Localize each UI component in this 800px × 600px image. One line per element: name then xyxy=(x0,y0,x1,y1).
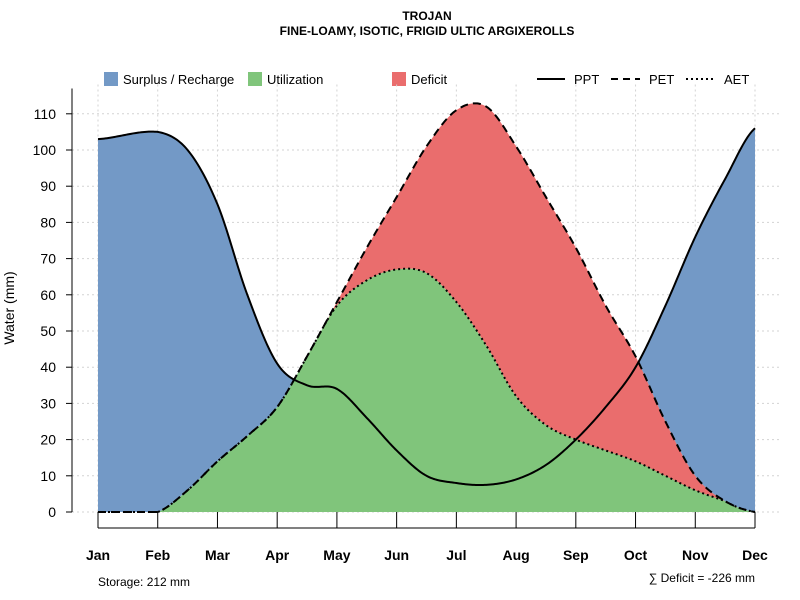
y-tick-label: 90 xyxy=(40,178,56,194)
y-tick-label: 100 xyxy=(33,142,57,158)
x-tick-label-jan: Jan xyxy=(86,547,110,563)
legend-label-ppt: PPT xyxy=(574,72,599,87)
deficit-area xyxy=(98,103,755,512)
deficit-note: ∑ Deficit = -226 mm xyxy=(649,571,755,585)
legend-swatch-deficit xyxy=(392,72,406,86)
y-axis-label: Water (mm) xyxy=(1,271,17,344)
legend-swatch-surplus xyxy=(104,72,118,86)
y-tick-label: 40 xyxy=(40,359,56,375)
y-tick-label: 70 xyxy=(40,251,56,267)
surplus-recharge-area xyxy=(98,103,755,512)
y-tick-label: 20 xyxy=(40,432,56,448)
y-tick-label: 0 xyxy=(48,504,56,520)
water-balance-regions xyxy=(98,103,755,512)
x-tick-label-jun: Jun xyxy=(384,547,409,563)
y-tick-label: 30 xyxy=(40,395,56,411)
legend-label-deficit: Deficit xyxy=(411,72,448,87)
y-tick-label: 10 xyxy=(40,468,56,484)
x-tick-label-sep: Sep xyxy=(563,547,589,563)
axes: 0 10 20 30 40 50 60 70 80 90 100 110 Jan Feb Mar Apr May… xyxy=(33,88,768,563)
chart-subtitle: FINE-LOAMY, ISOTIC, FRIGID ULTIC ARGIXER… xyxy=(280,24,575,38)
legend-label-aet: AET xyxy=(724,72,749,87)
y-tick-label: 80 xyxy=(40,214,56,230)
y-tick-label: 110 xyxy=(34,106,57,122)
x-tick-label-nov: Nov xyxy=(682,547,709,563)
utilization-base-area xyxy=(98,362,755,512)
utilization-area xyxy=(98,268,755,512)
legend-swatch-utilization xyxy=(248,72,262,86)
x-tick-label-jul: Jul xyxy=(446,547,466,563)
y-tick-label: 60 xyxy=(40,287,56,303)
x-tick-label-aug: Aug xyxy=(502,547,529,563)
y-tick-label: 50 xyxy=(40,323,56,339)
legend-label-utilization: Utilization xyxy=(267,72,323,87)
series-line-ppt xyxy=(97,127,756,487)
legend-label-pet: PET xyxy=(649,72,674,87)
x-tick-label-apr: Apr xyxy=(265,547,290,563)
x-tick-label-feb: Feb xyxy=(145,547,170,563)
legend-label-surplus: Surplus / Recharge xyxy=(123,72,234,87)
x-tick-label-oct: Oct xyxy=(624,547,648,563)
chart-title: TROJAN xyxy=(402,9,451,23)
legend: Surplus / Recharge Utilization Deficit P… xyxy=(104,72,749,87)
x-tick-label-dec: Dec xyxy=(742,547,768,563)
x-tick-label-may: May xyxy=(323,547,350,563)
storage-note: Storage: 212 mm xyxy=(98,575,190,589)
x-tick-label-mar: Mar xyxy=(205,547,230,563)
series-lines xyxy=(97,102,756,513)
series-line-pet xyxy=(98,102,756,513)
